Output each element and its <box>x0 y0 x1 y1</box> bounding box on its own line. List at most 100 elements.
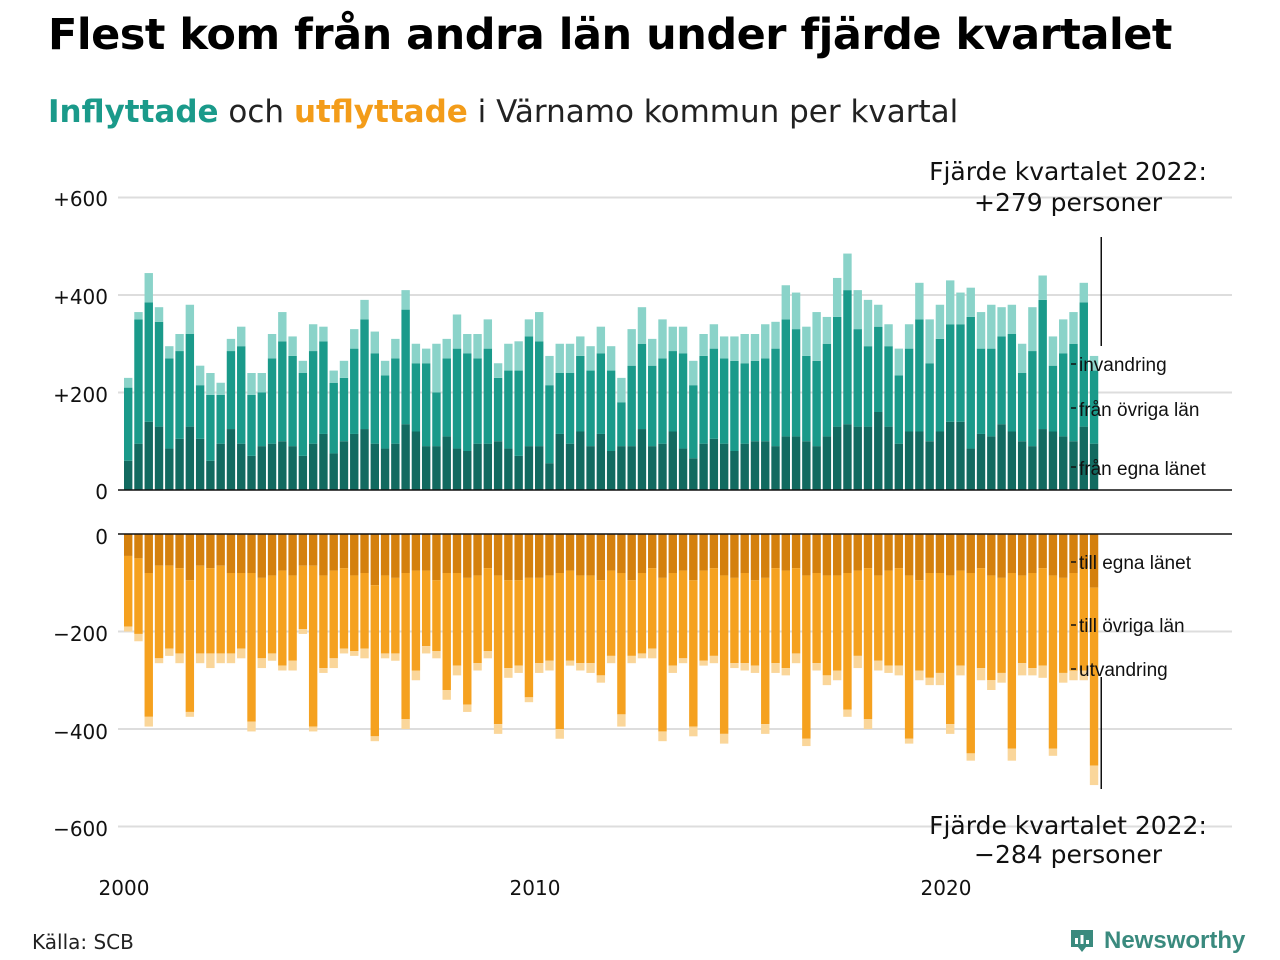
bar-in-own <box>617 446 626 490</box>
bar-out-own <box>791 534 801 569</box>
bar-in-other <box>319 341 328 434</box>
bar-out-emigration <box>802 738 811 747</box>
bar-out-other <box>473 575 482 664</box>
bar-out-own <box>1007 534 1017 573</box>
bar-out-other <box>761 577 770 725</box>
bar-in-immigration <box>791 292 801 330</box>
bar-out-emigration <box>853 655 862 669</box>
bar-in-immigration <box>935 304 945 339</box>
bar-in-immigration <box>884 324 893 347</box>
bar-out-own <box>195 534 205 566</box>
bar-out-other <box>935 573 945 673</box>
bar-in-other <box>411 363 421 432</box>
bar-out-other <box>278 570 287 666</box>
bar-out-other <box>668 573 677 666</box>
bar-out-emigration <box>1069 670 1078 681</box>
bar-in-other <box>904 348 914 432</box>
bar-out-own <box>401 534 410 573</box>
bar-out-own <box>298 534 308 566</box>
bar-in-own <box>884 426 893 490</box>
bar-in-other <box>1007 334 1017 432</box>
bar-in-immigration <box>473 334 482 359</box>
chart-title: Flest kom från andra län under fjärde kv… <box>48 10 1172 60</box>
bar-in-own <box>894 443 904 490</box>
bar-out-emigration <box>1038 665 1047 678</box>
bar-out-own <box>740 534 749 573</box>
bar-out-own <box>719 534 729 576</box>
bar-in-other <box>843 290 852 425</box>
bar-out-emigration <box>791 653 801 664</box>
bar-out-emigration <box>627 655 636 664</box>
bar-out-other <box>524 577 534 698</box>
bar-in-immigration <box>699 334 708 356</box>
bar-out-other <box>1028 573 1037 669</box>
bar-out-other <box>904 575 914 739</box>
bar-in-immigration <box>278 312 287 342</box>
bar-in-own <box>144 421 153 490</box>
bar-out-other <box>730 577 739 664</box>
bar-out-emigration <box>596 675 606 683</box>
bar-in-immigration <box>329 370 338 383</box>
bar-in-immigration <box>863 299 873 347</box>
bar-out-other <box>391 577 400 654</box>
bar-out-other <box>545 575 554 661</box>
bar-in-own <box>1079 426 1088 490</box>
bar-out-own <box>442 534 451 573</box>
bar-in-other <box>288 355 297 447</box>
bar-out-emigration <box>668 665 677 673</box>
x-tick-2020: 2020 <box>921 876 972 900</box>
bar-out-emigration <box>442 690 451 700</box>
bar-out-other <box>843 573 852 710</box>
bar-out-emigration <box>1007 748 1017 761</box>
bar-out-other <box>832 575 842 671</box>
bar-out-emigration <box>483 651 493 659</box>
bar-in-immigration <box>689 360 698 386</box>
bar-out-own <box>1069 534 1078 573</box>
bar-in-immigration <box>976 312 986 349</box>
x-tick-2000: 2000 <box>99 876 150 900</box>
bar-in-own <box>452 448 462 490</box>
bar-out-own <box>360 534 369 573</box>
bar-in-immigration <box>843 253 852 291</box>
bar-in-own <box>555 433 564 490</box>
subtitle-outflow-label: utflyttade <box>293 94 468 130</box>
bar-out-emigration <box>329 658 338 669</box>
bar-out-other <box>987 575 996 681</box>
bar-in-other <box>360 319 369 430</box>
bar-out-other <box>144 573 153 717</box>
bar-out-other <box>719 575 729 734</box>
bar-out-emigration <box>514 665 523 673</box>
bar-in-own <box>812 446 821 490</box>
bar-in-immigration <box>761 324 770 359</box>
bar-in-other <box>1017 373 1027 442</box>
bar-out-other <box>1007 573 1017 749</box>
bar-out-own <box>524 534 534 578</box>
bar-in-immigration <box>565 343 575 373</box>
bar-in-other <box>432 392 441 447</box>
bar-in-other <box>812 360 821 447</box>
bar-in-other <box>154 321 164 427</box>
bar-out-emigration <box>699 660 708 666</box>
bar-in-immigration <box>411 343 421 364</box>
bar-in-other <box>350 348 359 434</box>
bar-out-own <box>144 534 153 573</box>
bar-in-other <box>637 343 647 430</box>
y-tick-out-200: −200 <box>53 622 108 646</box>
bar-out-other <box>802 575 811 739</box>
bar-out-own <box>1038 534 1047 569</box>
bar-in-other <box>771 348 780 447</box>
bar-in-immigration <box>802 326 811 356</box>
bar-out-emigration <box>154 658 164 664</box>
bar-out-emigration <box>206 653 215 669</box>
bar-out-other <box>1048 575 1058 749</box>
bar-out-emigration <box>535 663 544 673</box>
bar-in-other <box>750 360 760 442</box>
bar-in-immigration <box>308 324 318 352</box>
bar-in-immigration <box>463 334 472 354</box>
bar-out-emigration <box>247 721 256 732</box>
bar-out-other <box>699 570 708 661</box>
bar-out-other <box>853 570 862 656</box>
bar-in-other <box>709 348 719 439</box>
bar-in-own <box>391 443 400 490</box>
bar-in-other <box>935 338 945 432</box>
